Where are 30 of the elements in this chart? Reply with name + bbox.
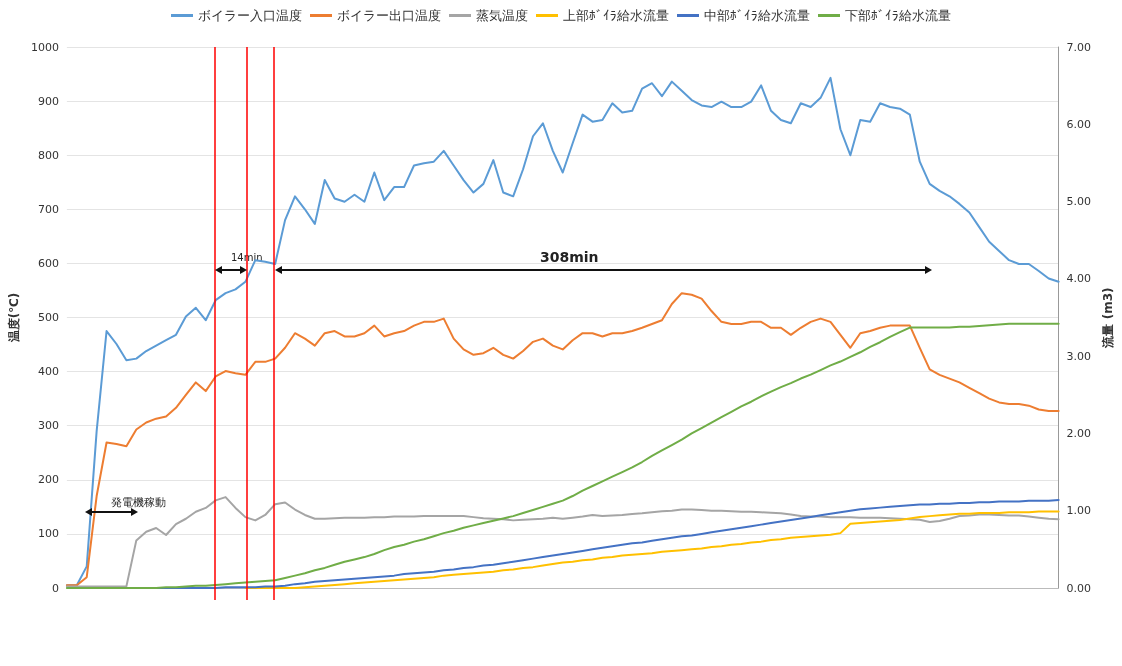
y-tick-label: 800 [37,148,59,162]
y-tick-label: 900 [37,94,59,108]
y2-tick-label: 4.00 [1066,272,1092,286]
legend-label: ボイラー出口温度 [337,8,441,23]
y2-tick-label: 3.00 [1066,349,1092,363]
y2-axis-title: 流量 (m3) [1101,287,1115,349]
legend-label: 中部ﾎﾞｲﾗ給水流量 [704,8,810,23]
legend-label: ボイラー入口温度 [198,8,302,23]
y2-tick-label: 2.00 [1066,426,1092,440]
y2-tick-label: 7.00 [1066,40,1092,54]
y-tick-label: 200 [37,473,59,487]
y-tick-label: 100 [37,527,59,541]
y-tick-label: 300 [37,419,59,433]
y-tick-label: 1000 [30,40,59,54]
y-tick-label: 0 [51,581,59,595]
y-tick-label: 400 [37,365,59,379]
y-tick-label: 600 [37,256,59,270]
annotation: 308min [540,249,599,265]
y2-tick-label: 1.00 [1066,504,1092,518]
y-axis-title: 温度(℃) [7,292,21,344]
y2-tick-label: 5.00 [1066,195,1092,209]
y-tick-label: 700 [37,202,59,216]
y2-tick-label: 0.00 [1066,581,1092,595]
annotation: 発電機稼動 [111,496,166,509]
legend-label: 下部ﾎﾞｲﾗ給水流量 [845,8,951,23]
y-tick-label: 500 [37,311,59,324]
legend-label: 蒸気温度 [476,8,528,23]
line-series [244,510,1060,589]
legend-label: 上部ﾎﾞｲﾗ給水流量 [563,8,669,23]
y2-tick-label: 6.00 [1066,117,1092,131]
